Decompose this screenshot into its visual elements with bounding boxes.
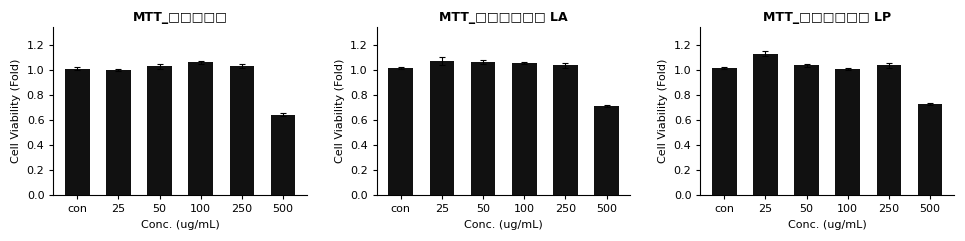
Bar — [270, 115, 295, 195]
Title: MTT_□□□□□: MTT_□□□□□ — [133, 11, 228, 24]
Bar — [594, 106, 619, 195]
Bar — [876, 65, 901, 195]
Bar — [836, 69, 860, 195]
X-axis label: Conc. (ug/mL): Conc. (ug/mL) — [787, 220, 867, 230]
X-axis label: Conc. (ug/mL): Conc. (ug/mL) — [141, 220, 219, 230]
Bar — [188, 62, 213, 195]
X-axis label: Conc. (ug/mL): Conc. (ug/mL) — [464, 220, 543, 230]
Bar — [148, 66, 172, 195]
Bar — [106, 70, 131, 195]
Bar — [553, 65, 578, 195]
Title: MTT_□□□□□□ LA: MTT_□□□□□□ LA — [439, 11, 568, 24]
Bar — [230, 66, 254, 195]
Bar — [65, 68, 90, 195]
Y-axis label: Cell Viability (Fold): Cell Viability (Fold) — [335, 59, 345, 163]
Bar — [429, 61, 455, 195]
Bar — [712, 68, 736, 195]
Y-axis label: Cell Viability (Fold): Cell Viability (Fold) — [12, 59, 21, 163]
Bar — [511, 63, 537, 195]
Bar — [471, 62, 495, 195]
Bar — [918, 104, 943, 195]
Bar — [794, 65, 819, 195]
Bar — [389, 68, 413, 195]
Title: MTT_□□□□□□ LP: MTT_□□□□□□ LP — [763, 11, 892, 24]
Y-axis label: Cell Viability (Fold): Cell Viability (Fold) — [658, 59, 668, 163]
Bar — [753, 54, 778, 195]
